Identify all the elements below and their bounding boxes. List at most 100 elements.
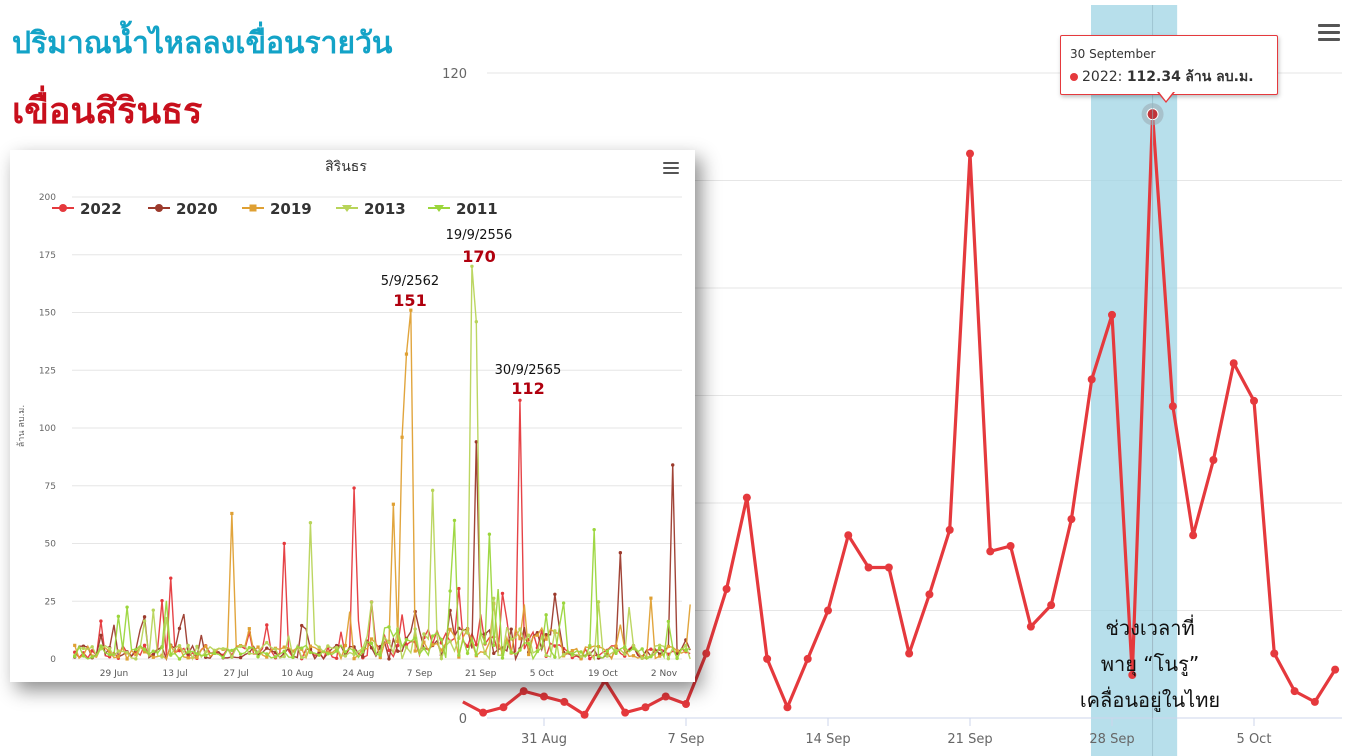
legend-label-2022[interactable]: 2022 — [80, 200, 122, 218]
inset-point-2013 — [492, 596, 496, 601]
inset-point-2020 — [509, 627, 513, 631]
inset-point-2013 — [334, 645, 339, 650]
inset-menu-icon[interactable] — [663, 162, 679, 180]
inset-point-2020 — [238, 655, 243, 660]
inset-point-2019 — [343, 643, 347, 648]
inset-point-2013 — [404, 645, 409, 649]
page-title: ปริมาณน้ำไหลลงเขื่อนรายวัน — [12, 26, 393, 61]
inset-point-2022 — [265, 623, 269, 627]
inset-point-2011 — [177, 657, 182, 661]
legend-marker — [249, 204, 257, 212]
storm-note-line: ช่วงเวลาที่ — [1105, 616, 1195, 640]
main-point-2022 — [661, 692, 670, 701]
inset-point-2011 — [640, 647, 644, 651]
inset-point-2011 — [605, 649, 609, 653]
inset-gridlines: 0 25 50 75 100 125 150 175 200 29 Jun 13 Jul 27 Jul… — [39, 193, 682, 679]
main-x-tick-label: 7 Sep — [668, 732, 705, 747]
inset-chart: สิรินธร 0 25 50 75 100 125 150 175 200 29 Jun 13 J… — [16, 159, 691, 679]
main-y-tick-label: 120 — [442, 67, 467, 82]
inset-point-2013 — [369, 600, 374, 604]
main-series-2022 — [462, 5, 1340, 756]
main-point-2022 — [1209, 456, 1218, 464]
main-x-tick-label: 5 Oct — [1237, 732, 1272, 747]
inset-point-2013 — [579, 654, 583, 659]
inset-point-2019 — [73, 643, 77, 647]
inset-point-2011 — [326, 652, 330, 656]
main-y-tick-label: 0 — [459, 712, 467, 727]
inset-point-2022 — [588, 656, 592, 661]
main-point-2022 — [641, 703, 650, 712]
inset-point-2013 — [160, 655, 164, 659]
inset-point-2013 — [684, 643, 688, 648]
inset-point-2011 — [81, 654, 86, 658]
inset-point-2020 — [396, 649, 400, 653]
inset-point-2019 — [666, 644, 670, 649]
inset-point-2019 — [291, 649, 295, 653]
inset-point-2011 — [570, 652, 575, 656]
inset-point-2022 — [160, 598, 164, 603]
main-point-2022 — [1168, 402, 1177, 411]
inset-point-2011 — [125, 605, 129, 609]
inset-point-2019 — [404, 352, 409, 356]
inset-point-2011 — [614, 651, 618, 656]
inset-point-2013 — [596, 600, 601, 604]
inset-point-2019 — [265, 655, 269, 659]
inset-point-2011 — [448, 589, 452, 593]
main-point-2022 — [1229, 359, 1238, 368]
inset-point-2020 — [618, 551, 623, 555]
inset-point-2011 — [413, 636, 417, 640]
inset-point-2013 — [247, 651, 252, 656]
inset-point-2019 — [439, 648, 443, 652]
inset-point-2013 — [238, 644, 243, 649]
inset-y-tick-label: 125 — [39, 366, 56, 376]
inset-point-2011 — [396, 629, 400, 633]
annotation-date: 19/9/2556 — [446, 228, 513, 243]
inset-point-2011 — [422, 646, 426, 651]
inset-point-2013 — [422, 632, 426, 636]
inset-series-line-2013 — [74, 266, 691, 662]
main-point-2022 — [783, 703, 792, 712]
main-point-2022 — [844, 531, 853, 540]
inset-point-2013 — [640, 656, 644, 660]
inset-point-2013 — [151, 608, 155, 612]
inset-y-tick-label: 100 — [39, 424, 56, 434]
inset-point-2020 — [492, 651, 496, 656]
legend-label-2020[interactable]: 2020 — [176, 200, 218, 218]
inset-point-2022 — [500, 591, 505, 596]
main-point-2022 — [803, 654, 812, 663]
inset-point-2011 — [317, 653, 321, 657]
annotation-value: 112 — [511, 379, 544, 398]
chart-menu-icon[interactable] — [1318, 24, 1340, 42]
inset-point-2013 — [448, 639, 452, 644]
inset-point-2011 — [631, 646, 636, 651]
inset-point-2022 — [457, 586, 461, 591]
main-point-2022 — [884, 563, 893, 572]
inset-point-2013 — [90, 645, 94, 649]
inset-point-2013 — [142, 619, 147, 623]
inset-point-2022 — [465, 644, 470, 649]
inset-point-2020 — [299, 623, 304, 628]
inset-point-2011 — [666, 619, 671, 624]
inset-point-2011 — [561, 601, 566, 605]
main-x-axis: 0 120 31 Aug 7 Sep 14 Sep 21 Sep 28 Sep 5 Oct — [442, 67, 1342, 747]
legend-label-2019[interactable]: 2019 — [270, 200, 312, 218]
inset-y-tick-label: 175 — [39, 251, 56, 261]
inset-point-2013 — [299, 655, 304, 660]
inset-point-2011 — [452, 518, 457, 523]
inset-point-2013 — [265, 640, 269, 645]
inset-point-2013 — [518, 627, 522, 631]
inset-point-2011 — [256, 655, 260, 659]
inset-point-2011 — [623, 645, 627, 649]
inset-point-2022 — [387, 648, 391, 653]
inset-point-2011 — [387, 625, 391, 629]
inset-chart-panel: สิรินธร 0 25 50 75 100 125 150 175 200 29 Jun 13 J… — [10, 150, 695, 682]
inset-point-2020 — [151, 653, 155, 657]
main-x-tick-label: 31 Aug — [521, 732, 567, 747]
inset-point-2019 — [448, 627, 452, 631]
inset-point-2013 — [465, 631, 470, 635]
tooltip-unit: ล้าน ลบ.ม. — [1185, 69, 1254, 85]
legend-label-2011[interactable]: 2011 — [456, 200, 498, 218]
legend-label-2013[interactable]: 2013 — [364, 200, 406, 218]
inset-point-2022 — [396, 643, 400, 648]
inset-point-2011 — [230, 648, 234, 653]
